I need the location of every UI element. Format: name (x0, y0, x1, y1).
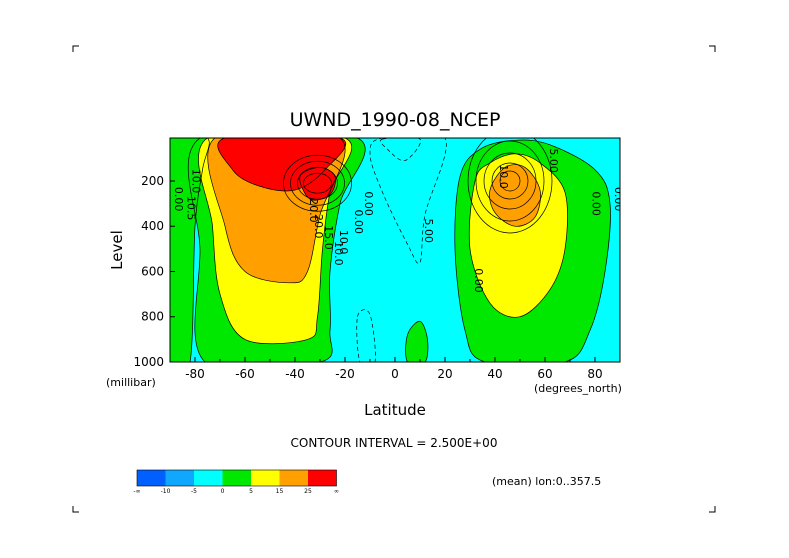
x-tick-label: -80 (185, 367, 205, 381)
nh-jet-isoline-0 (499, 170, 521, 192)
contour-label: 0.00 (172, 187, 185, 212)
colorbar-swatch (165, 470, 194, 486)
sh-jet-isoline-3 (283, 154, 352, 212)
contour-label: 20.0 (307, 198, 320, 223)
colorbar-swatch (194, 470, 223, 486)
x-units-label: (degrees_north) (534, 382, 622, 395)
contour-label: 0.00 (590, 191, 603, 216)
colorbar-tick-label: -5 (191, 488, 197, 495)
x-tick-label: -60 (235, 367, 255, 381)
crop-marks (72, 45, 716, 513)
contour-line-9 (468, 153, 568, 318)
colorbar-swatch (279, 470, 308, 486)
colorbar-tick-label: 0 (221, 488, 225, 495)
contour-line-7 (405, 320, 429, 362)
contour-label: 10.0 (332, 241, 345, 265)
contour-label: 0.00 (612, 187, 625, 212)
sh-jet-isoline-2 (290, 160, 345, 206)
y-axis-label: Level (108, 230, 126, 270)
contour-interval-text: CONTOUR INTERVAL = 2.500E+00 (291, 436, 498, 450)
sh-jet-isoline-1 (297, 166, 338, 200)
contour-line-11 (489, 164, 541, 227)
colorbar-swatch (222, 470, 251, 486)
contour-label: 0.00 (362, 191, 375, 216)
contour-label: 10.5 (185, 196, 198, 221)
colorbar-tick-label: -10 (161, 488, 171, 495)
contour-line-0 (380, 138, 422, 162)
x-tick-label: 0 (391, 367, 399, 381)
contour-label: 20.0 (312, 214, 325, 239)
y-units-label: (millibar) (106, 376, 156, 389)
x-tick-label: -40 (285, 367, 305, 381)
mean-footnote: (mean) lon:0..357.5 (492, 475, 601, 488)
y-tick-label: 1000 (133, 355, 164, 369)
contour-region-0to5-4 (170, 138, 210, 362)
y-axis: 200 400 600 800 1000 (133, 174, 175, 369)
x-axis-label: Latitude (364, 401, 426, 419)
x-tick-label: -20 (335, 367, 355, 381)
x-axis: -80 -60 -40 -20 0 20 40 60 80 (169, 357, 621, 381)
contour-line-2 (356, 309, 376, 362)
colorbar-tick-label: ∞ (334, 488, 339, 495)
contour-fills (170, 138, 620, 362)
colorbar-tick-label: 25 (304, 488, 312, 495)
colorbar-swatch (308, 470, 337, 486)
contour-line-10 (207, 138, 346, 284)
x-tick-label: 20 (437, 367, 452, 381)
contour-line-12 (217, 138, 347, 192)
colorbar-swatch (251, 470, 280, 486)
contour-lines (170, 138, 620, 362)
y-tick-label: 600 (141, 264, 164, 278)
y-tick-label: 400 (141, 219, 164, 233)
colorbar: -∞ -10 -5 0 5 15 25 ∞ (133, 469, 339, 495)
nh-jet-isoline-2 (483, 152, 537, 210)
contour-label: 15.0 (322, 225, 335, 250)
contour-label: 10.0 (190, 169, 203, 194)
contour-line-8 (198, 138, 352, 345)
contour-line-1 (369, 138, 447, 264)
contour-label: 5.00 (422, 219, 435, 244)
contour-label: 10.0 (497, 164, 510, 189)
contour-label: 0.00 (472, 268, 485, 293)
y-tick-label: 800 (141, 310, 164, 324)
nh-jet-isoline-3 (475, 140, 545, 222)
x-tick-label: 60 (537, 367, 552, 381)
colorbar-tick-label: 5 (249, 488, 253, 495)
contour-label: 5.00 (547, 148, 560, 173)
sh-jet-isoline-0 (303, 172, 332, 194)
plot-area: 10.00.00 10.5 20.020.010.015.010.00.000.00… (169, 137, 625, 363)
contour-label: 10.0 (337, 230, 350, 255)
contour-label: 0.00 (352, 209, 365, 234)
chart-title: UWND_1990-08_NCEP (290, 109, 501, 131)
colorbar-tick-label: -∞ (133, 488, 140, 495)
colorbar-frame (136, 469, 337, 487)
contour-labels: 10.00.00 10.5 20.020.010.015.010.00.000.00… (172, 148, 625, 293)
nh-jet-isoline-4 (467, 138, 553, 234)
x-tick-label: 40 (487, 367, 502, 381)
colorbar-swatch (137, 470, 166, 486)
nh-jet-isoline-1 (491, 162, 529, 200)
contour-line-6 (454, 139, 611, 362)
contour-line-5 (187, 138, 366, 362)
y-tick-label: 200 (141, 174, 164, 188)
colorbar-tick-label: 15 (276, 488, 284, 495)
x-tick-label: 80 (587, 367, 602, 381)
contour-region-0to5-7 (405, 321, 428, 362)
